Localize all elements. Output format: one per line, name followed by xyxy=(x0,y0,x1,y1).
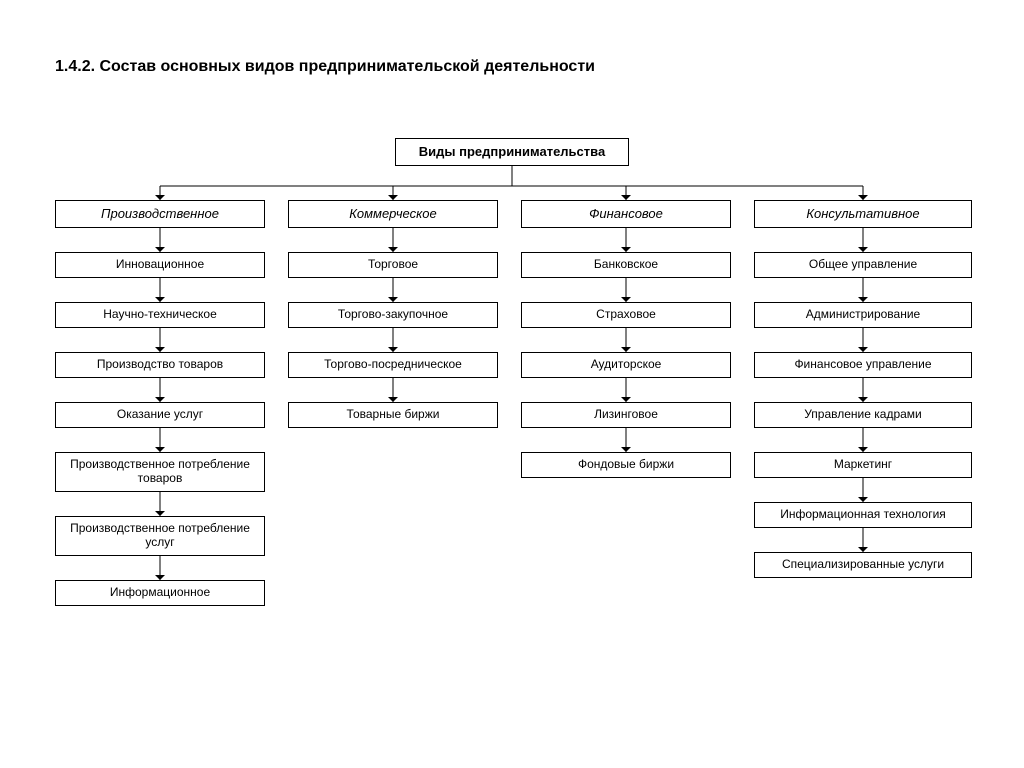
column-header-1: Производственное xyxy=(55,200,265,228)
column-header-2: Коммерческое xyxy=(288,200,498,228)
col1-item-3: Производство товаров xyxy=(55,352,265,378)
col4-item-3: Финансовое управление xyxy=(754,352,972,378)
col3-item-1: Банковское xyxy=(521,252,731,278)
col4-item-6: Информационная технология xyxy=(754,502,972,528)
root-node: Виды предпринимательства xyxy=(395,138,629,166)
col1-item-5: Производственное потребление товаров xyxy=(55,452,265,492)
col3-item-5: Фондовые биржи xyxy=(521,452,731,478)
col3-item-4: Лизинговое xyxy=(521,402,731,428)
col1-item-2: Научно-техническое xyxy=(55,302,265,328)
col4-item-1: Общее управление xyxy=(754,252,972,278)
col4-item-7: Специализированные услуги xyxy=(754,552,972,578)
col3-item-2: Страховое xyxy=(521,302,731,328)
col2-item-3: Торгово-посредническое xyxy=(288,352,498,378)
col1-item-7: Информационное xyxy=(55,580,265,606)
col2-item-1: Торговое xyxy=(288,252,498,278)
col1-item-1: Инновационное xyxy=(55,252,265,278)
section-heading: 1.4.2. Состав основных видов предпринима… xyxy=(55,58,595,76)
col1-item-4: Оказание услуг xyxy=(55,402,265,428)
col1-item-6: Производственное потребление услуг xyxy=(55,516,265,556)
diagram-stage: { "page": { "width": 1024, "height": 768… xyxy=(0,0,1024,768)
col4-item-4: Управление кадрами xyxy=(754,402,972,428)
col3-item-3: Аудиторское xyxy=(521,352,731,378)
column-header-4: Консультативное xyxy=(754,200,972,228)
col4-item-5: Маркетинг xyxy=(754,452,972,478)
col4-item-2: Администрирование xyxy=(754,302,972,328)
col2-item-4: Товарные биржи xyxy=(288,402,498,428)
col2-item-2: Торгово-закупочное xyxy=(288,302,498,328)
column-header-3: Финансовое xyxy=(521,200,731,228)
connector-layer xyxy=(0,0,1024,768)
